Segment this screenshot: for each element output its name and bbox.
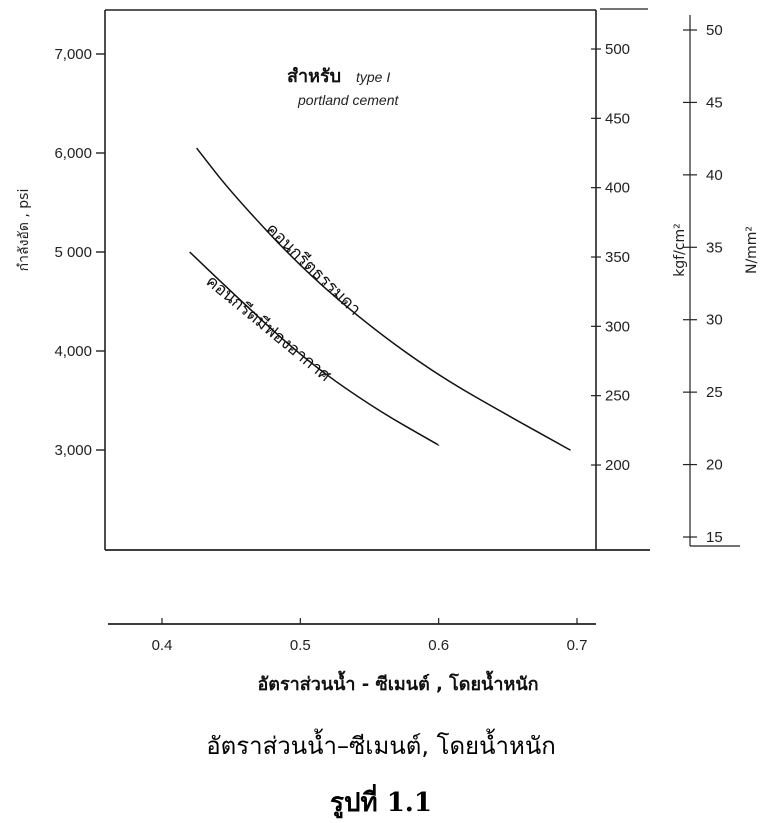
y3-tick-label: 15 — [706, 529, 723, 546]
series-line-2 — [189, 251, 440, 446]
x-tick-label: 0.7 — [567, 637, 588, 654]
chart-title-suffix: type I — [356, 69, 390, 85]
y2-tick-label: 400 — [605, 180, 630, 197]
y3-tick-label: 25 — [706, 384, 723, 401]
y3-tick-label: 35 — [706, 239, 723, 256]
y3-tick-label: 20 — [706, 457, 723, 474]
y-axis-kgf: 200 250 300 350 400 450 500 — [591, 41, 630, 474]
y-tick-label: 3,000 — [54, 442, 92, 459]
y2-tick-label: 300 — [605, 318, 630, 335]
y-tick-label: 6,000 — [54, 145, 92, 162]
x-tick-label: 0.5 — [290, 637, 311, 654]
x-axis-label: อัตราส่วนน้ำ - ซีเมนต์ , โดยน้ำหนัก — [257, 670, 538, 695]
y2-tick-label: 450 — [605, 110, 630, 127]
y3-axis-label: N/mm² — [744, 226, 760, 274]
series-line-1 — [196, 147, 571, 451]
y2-axis-label: kgf/cm² — [672, 223, 688, 277]
x-tick-label: 0.4 — [152, 637, 173, 654]
y-tick-label: 7,000 — [54, 46, 92, 63]
figure-caption-number: รูปที่ 1.1 — [330, 788, 432, 818]
y2-tick-label: 350 — [605, 249, 630, 266]
x-axis: 0.4 0.5 0.6 0.7 — [108, 618, 596, 654]
chart-title: สำหรับ — [287, 66, 341, 87]
y3-tick-label: 30 — [706, 312, 723, 329]
y2-tick-label: 250 — [605, 388, 630, 405]
y3-tick-label: 40 — [706, 167, 723, 184]
y-axis-label: กำลังอัด , psi — [16, 189, 32, 272]
x-tick-label: 0.6 — [428, 637, 449, 654]
y2-tick-label: 200 — [605, 457, 630, 474]
figure-caption-xlabel: อัตราส่วนน้ำ–ซีเมนต์, โดยน้ำหนัก — [206, 732, 556, 760]
y3-tick-label: 45 — [706, 94, 723, 111]
chart-frame — [104, 8, 740, 551]
series-label-2: คอนกรีตมีฟองอากาศ — [202, 271, 335, 386]
y-tick-label: 4,000 — [54, 343, 92, 360]
series-label-1: คอนกรีตธรรมดา — [262, 219, 365, 320]
y-axis-n: 15 20 25 30 35 40 45 50 — [683, 22, 723, 546]
y3-tick-label: 50 — [706, 22, 723, 39]
y-axis-psi: 3,000 4,000 5 000 6,000 7,000 — [54, 46, 105, 459]
y-tick-label: 5 000 — [54, 244, 92, 261]
chart-subtitle: portland cement — [297, 92, 400, 108]
y2-tick-label: 500 — [605, 41, 630, 58]
